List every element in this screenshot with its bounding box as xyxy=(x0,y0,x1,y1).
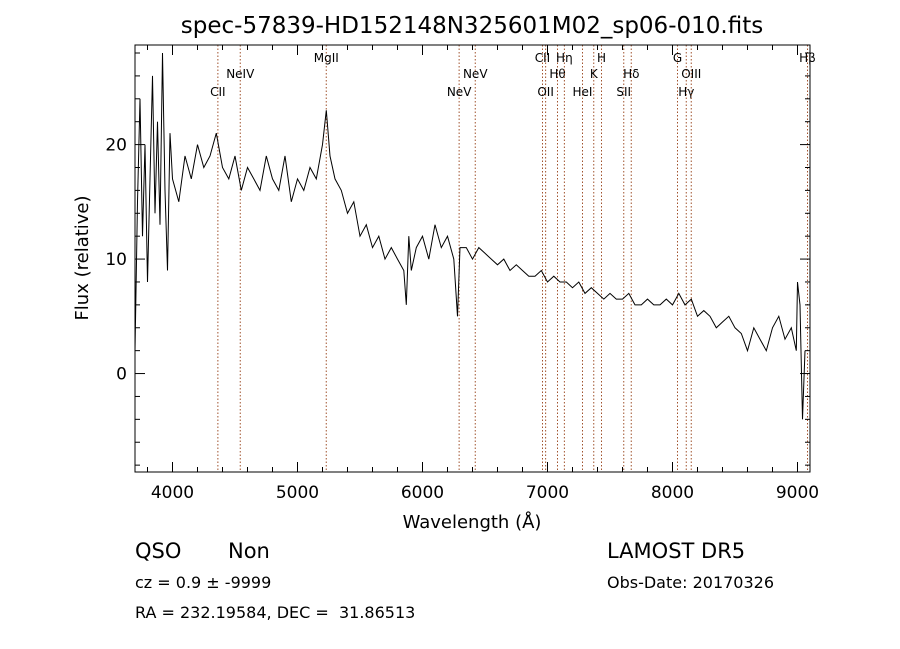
line-marker-label: SII xyxy=(616,85,631,99)
object-class: QSO xyxy=(135,539,182,563)
y-axis-label: Flux (relative) xyxy=(72,195,93,320)
observation-date: Obs-Date: 20170326 xyxy=(607,573,775,592)
line-marker-label: MgII xyxy=(314,51,339,65)
y-tick-label: 0 xyxy=(116,365,127,385)
spectrum-series-line xyxy=(134,52,806,420)
line-marker-label: G xyxy=(673,51,682,65)
x-tick-label: 7000 xyxy=(526,483,569,503)
axes: 4000 5000 6000 7000 8000 9000 0 10 20 xyxy=(105,45,819,503)
line-marker-label: NeV xyxy=(463,67,488,81)
survey-name: LAMOST DR5 xyxy=(607,539,746,563)
x-tick-label: 8000 xyxy=(651,483,694,503)
x-tick-label: 9000 xyxy=(776,483,819,503)
object-subclass: Non xyxy=(228,539,270,563)
line-marker-label: NeV xyxy=(447,85,472,99)
line-marker-label: OII xyxy=(537,85,554,99)
line-marker-label: CII xyxy=(210,85,225,99)
line-marker-label: Hγ xyxy=(678,85,694,99)
line-marker-label: H xyxy=(597,51,606,65)
y-tick-label: 10 xyxy=(105,250,127,270)
x-tick-label: 4000 xyxy=(151,483,194,503)
line-marker-label: Hη xyxy=(556,51,573,65)
spectrum-chart: spec-57839-HD152148N325601M02_sp06-010.f… xyxy=(72,13,819,533)
line-marker-label: Hθ xyxy=(549,67,565,81)
line-marker-label: K xyxy=(590,67,599,81)
line-marker-label: CII xyxy=(535,51,550,65)
x-axis-label: Wavelength (Å) xyxy=(403,511,542,533)
x-tick-label: 6000 xyxy=(401,483,444,503)
line-markers: CIINeIVMgIINeVNeVCIIOIIHθHηHeIKHSIIHδGHγ… xyxy=(210,45,816,472)
chart-title: spec-57839-HD152148N325601M02_sp06-010.f… xyxy=(181,13,763,39)
line-marker-label: NeIV xyxy=(226,67,255,81)
line-marker-label: Hδ xyxy=(623,67,639,81)
line-marker-label: Hβ xyxy=(799,51,816,65)
coordinates: RA = 232.19584, DEC = 31.86513 xyxy=(135,603,416,622)
y-tick-label: 20 xyxy=(105,136,127,156)
redshift-value: cz = 0.9 ± -9999 xyxy=(135,573,272,592)
line-marker-label: OIII xyxy=(681,67,701,81)
x-tick-label: 5000 xyxy=(276,483,319,503)
line-marker-label: HeI xyxy=(573,85,593,99)
